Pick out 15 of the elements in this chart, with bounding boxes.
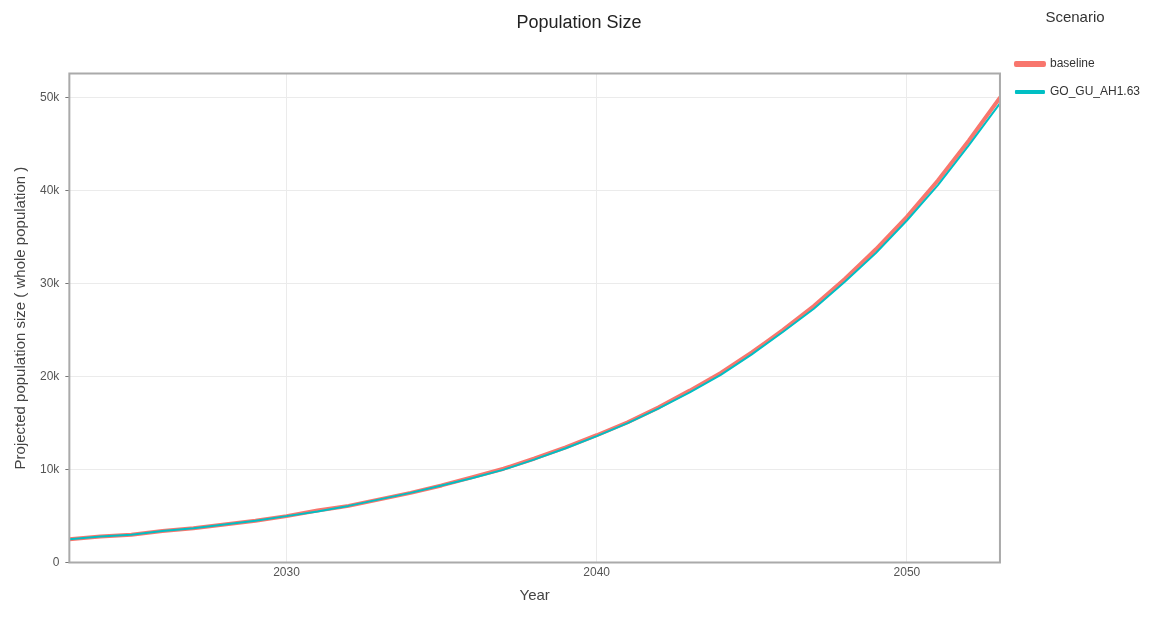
x-axis-title: Year	[519, 586, 550, 604]
y-axis-title: Projected population size ( whole population )	[11, 166, 29, 470]
legend-label: GO_GU_AH1.63	[1049, 84, 1141, 99]
x-tick-label: 2050	[893, 565, 921, 580]
y-tick-label: 50k	[39, 90, 61, 105]
legend-label: baseline	[1049, 56, 1095, 71]
x-tick-label: 2030	[273, 565, 301, 580]
legend-title: Scenario	[1045, 7, 1105, 25]
y-tick-label: 40k	[39, 183, 61, 198]
y-tick-label: 20k	[39, 368, 61, 383]
y-tick-label: 10k	[39, 461, 61, 476]
chart-title: Population Size	[516, 11, 642, 32]
y-tick-label: 0	[52, 554, 60, 569]
y-tick-label: 30k	[39, 276, 61, 291]
x-tick-label: 2040	[583, 565, 611, 580]
